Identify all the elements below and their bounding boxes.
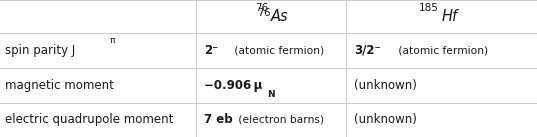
Text: (atomic fermion): (atomic fermion) [231, 45, 324, 55]
Text: 7 eb: 7 eb [204, 113, 233, 126]
Text: 3/2⁻: 3/2⁻ [354, 44, 381, 57]
Text: 76: 76 [255, 3, 268, 13]
Text: 2⁻: 2⁻ [204, 44, 219, 57]
Text: As: As [271, 9, 289, 24]
Text: (electron barns): (electron barns) [235, 115, 324, 125]
Text: $^{76}$: $^{76}$ [257, 9, 271, 24]
Text: magnetic moment: magnetic moment [5, 79, 114, 92]
Text: 185: 185 [419, 3, 439, 13]
Text: N: N [267, 90, 275, 99]
Text: (atomic fermion): (atomic fermion) [395, 45, 488, 55]
Text: Hf: Hf [441, 9, 458, 24]
Text: electric quadrupole moment: electric quadrupole moment [5, 113, 174, 126]
Text: (unknown): (unknown) [354, 79, 417, 92]
Text: π: π [110, 36, 115, 45]
Text: (unknown): (unknown) [354, 113, 417, 126]
Text: −0.906 μ: −0.906 μ [204, 79, 262, 92]
Text: spin parity J: spin parity J [5, 44, 76, 57]
